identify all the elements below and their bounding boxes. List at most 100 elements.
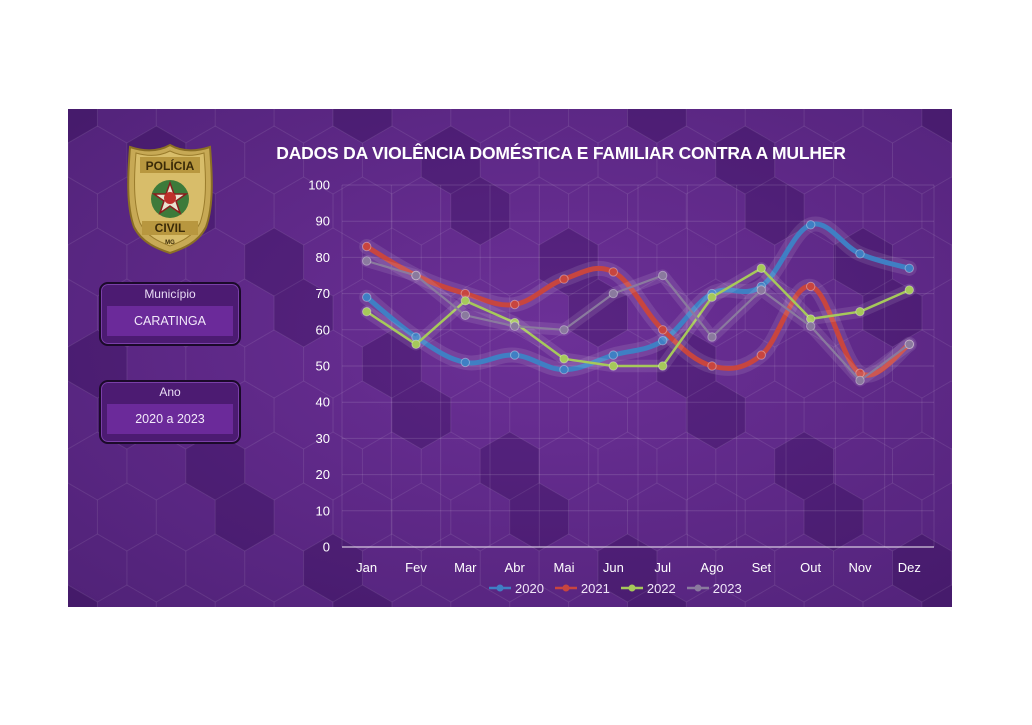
hexagon-shape bbox=[273, 380, 334, 450]
hexagon-shape bbox=[685, 176, 746, 246]
hexagon-shape bbox=[420, 431, 481, 501]
hexagon-shape bbox=[420, 329, 481, 399]
hexagon-shape bbox=[509, 584, 570, 607]
y-tick-label: 10 bbox=[316, 503, 330, 518]
data-point bbox=[855, 307, 865, 317]
hexagon-shape bbox=[509, 109, 570, 144]
municipio-filter[interactable]: Município CARATINGA bbox=[99, 282, 241, 346]
hexagon-shape bbox=[391, 176, 452, 246]
hexagon-shape bbox=[185, 227, 246, 297]
x-tick-label: Jul bbox=[654, 560, 671, 575]
municipio-filter-label: Município bbox=[144, 287, 196, 301]
hexagon-shape bbox=[803, 109, 864, 144]
municipio-filter-value[interactable]: CARATINGA bbox=[107, 306, 233, 336]
data-point bbox=[756, 350, 766, 360]
data-point bbox=[806, 220, 816, 230]
hexagon-shape bbox=[538, 227, 599, 297]
hexagon-shape bbox=[391, 584, 452, 607]
hexagon-shape bbox=[597, 533, 658, 603]
hexagon-shape bbox=[509, 176, 570, 246]
hexagon-shape bbox=[509, 278, 570, 348]
data-point bbox=[559, 364, 569, 375]
policia-civil-badge-icon: POLÍCIA CIVIL MG bbox=[127, 143, 213, 255]
hexagon-shape bbox=[685, 584, 746, 607]
hexagon-shape bbox=[68, 278, 98, 348]
hexagon-shape bbox=[715, 329, 776, 399]
data-point bbox=[559, 325, 569, 335]
hexagon-shape bbox=[273, 109, 334, 144]
hexagon-shape bbox=[450, 380, 511, 450]
hexagon-shape bbox=[538, 533, 599, 603]
data-point bbox=[806, 321, 816, 331]
hexagon-shape bbox=[774, 431, 835, 501]
hexagon-shape bbox=[303, 533, 363, 603]
hexagon-shape bbox=[597, 125, 658, 195]
data-point bbox=[658, 361, 668, 371]
hexagon-shape bbox=[303, 329, 363, 399]
hexagon-shape bbox=[627, 482, 687, 552]
hexagon-shape bbox=[420, 533, 481, 603]
hexagon-shape bbox=[450, 109, 511, 144]
hexagon-shape bbox=[96, 584, 157, 607]
hexagon-shape bbox=[833, 329, 893, 399]
y-tick-label: 100 bbox=[308, 178, 330, 193]
hexagon-shape bbox=[892, 125, 952, 195]
ano-filter-value[interactable]: 2020 a 2023 bbox=[107, 404, 233, 434]
x-tick-label: Abr bbox=[505, 560, 526, 575]
data-point bbox=[658, 270, 668, 281]
data-point bbox=[855, 249, 865, 259]
data-point bbox=[608, 288, 618, 299]
hexagon-shape bbox=[685, 278, 746, 348]
hexagon-shape bbox=[68, 533, 128, 603]
hexagon-shape bbox=[68, 176, 98, 246]
x-tick-label: Out bbox=[800, 560, 821, 575]
hexagon-shape bbox=[538, 125, 599, 195]
hexagon-shape bbox=[96, 109, 157, 144]
hexagon-shape bbox=[833, 125, 893, 195]
data-point bbox=[904, 339, 914, 350]
hexagon-shape bbox=[332, 584, 393, 607]
hexagon-shape bbox=[656, 329, 717, 399]
hexagon-shape bbox=[627, 176, 687, 246]
badge-top-text: POLÍCIA bbox=[146, 158, 195, 173]
y-tick-label: 90 bbox=[316, 214, 330, 229]
hexagon-shape bbox=[685, 109, 746, 144]
hexagon-shape bbox=[744, 584, 805, 607]
hexagon-shape bbox=[715, 431, 776, 501]
hexagon-shape bbox=[568, 380, 628, 450]
legend-item-2021: 2021 bbox=[554, 579, 610, 597]
ano-filter[interactable]: Ano 2020 a 2023 bbox=[99, 380, 241, 444]
hexagon-shape bbox=[68, 482, 98, 552]
hexagon-shape bbox=[685, 380, 746, 450]
hexagon-shape bbox=[685, 482, 746, 552]
data-point bbox=[608, 361, 618, 371]
hexagon-shape bbox=[273, 278, 334, 348]
hexagon-shape bbox=[479, 227, 540, 297]
hexagon-shape bbox=[244, 329, 305, 399]
hexagon-shape bbox=[862, 109, 923, 144]
hexagon-shape bbox=[420, 125, 481, 195]
hexagon-shape bbox=[332, 176, 393, 246]
data-point bbox=[608, 267, 618, 277]
hexagon-shape bbox=[744, 278, 805, 348]
series-line bbox=[365, 259, 911, 382]
hexagon-shape bbox=[568, 176, 628, 246]
data-point bbox=[460, 296, 470, 306]
hexagon-shape bbox=[68, 125, 128, 195]
hexagon-shape bbox=[744, 380, 805, 450]
hexagon-shape bbox=[479, 533, 540, 603]
hexagon-shape bbox=[862, 380, 923, 450]
hexagon-shape bbox=[715, 125, 776, 195]
hexagon-shape bbox=[744, 109, 805, 144]
hexagon-shape bbox=[568, 109, 628, 144]
data-point bbox=[756, 285, 766, 295]
legend-label: 2023 bbox=[712, 580, 742, 596]
x-tick-label: Fev bbox=[405, 560, 427, 575]
x-tick-label: Jun bbox=[603, 560, 624, 575]
dashboard-panel: POLÍCIA CIVIL MG Município CARATINGA Ano… bbox=[68, 109, 952, 607]
hexagon-shape bbox=[892, 227, 952, 297]
hexagon-shape bbox=[126, 533, 187, 603]
hexagon-shape bbox=[627, 380, 687, 450]
hexagon-shape bbox=[68, 227, 128, 297]
hexagon-shape bbox=[244, 533, 305, 603]
